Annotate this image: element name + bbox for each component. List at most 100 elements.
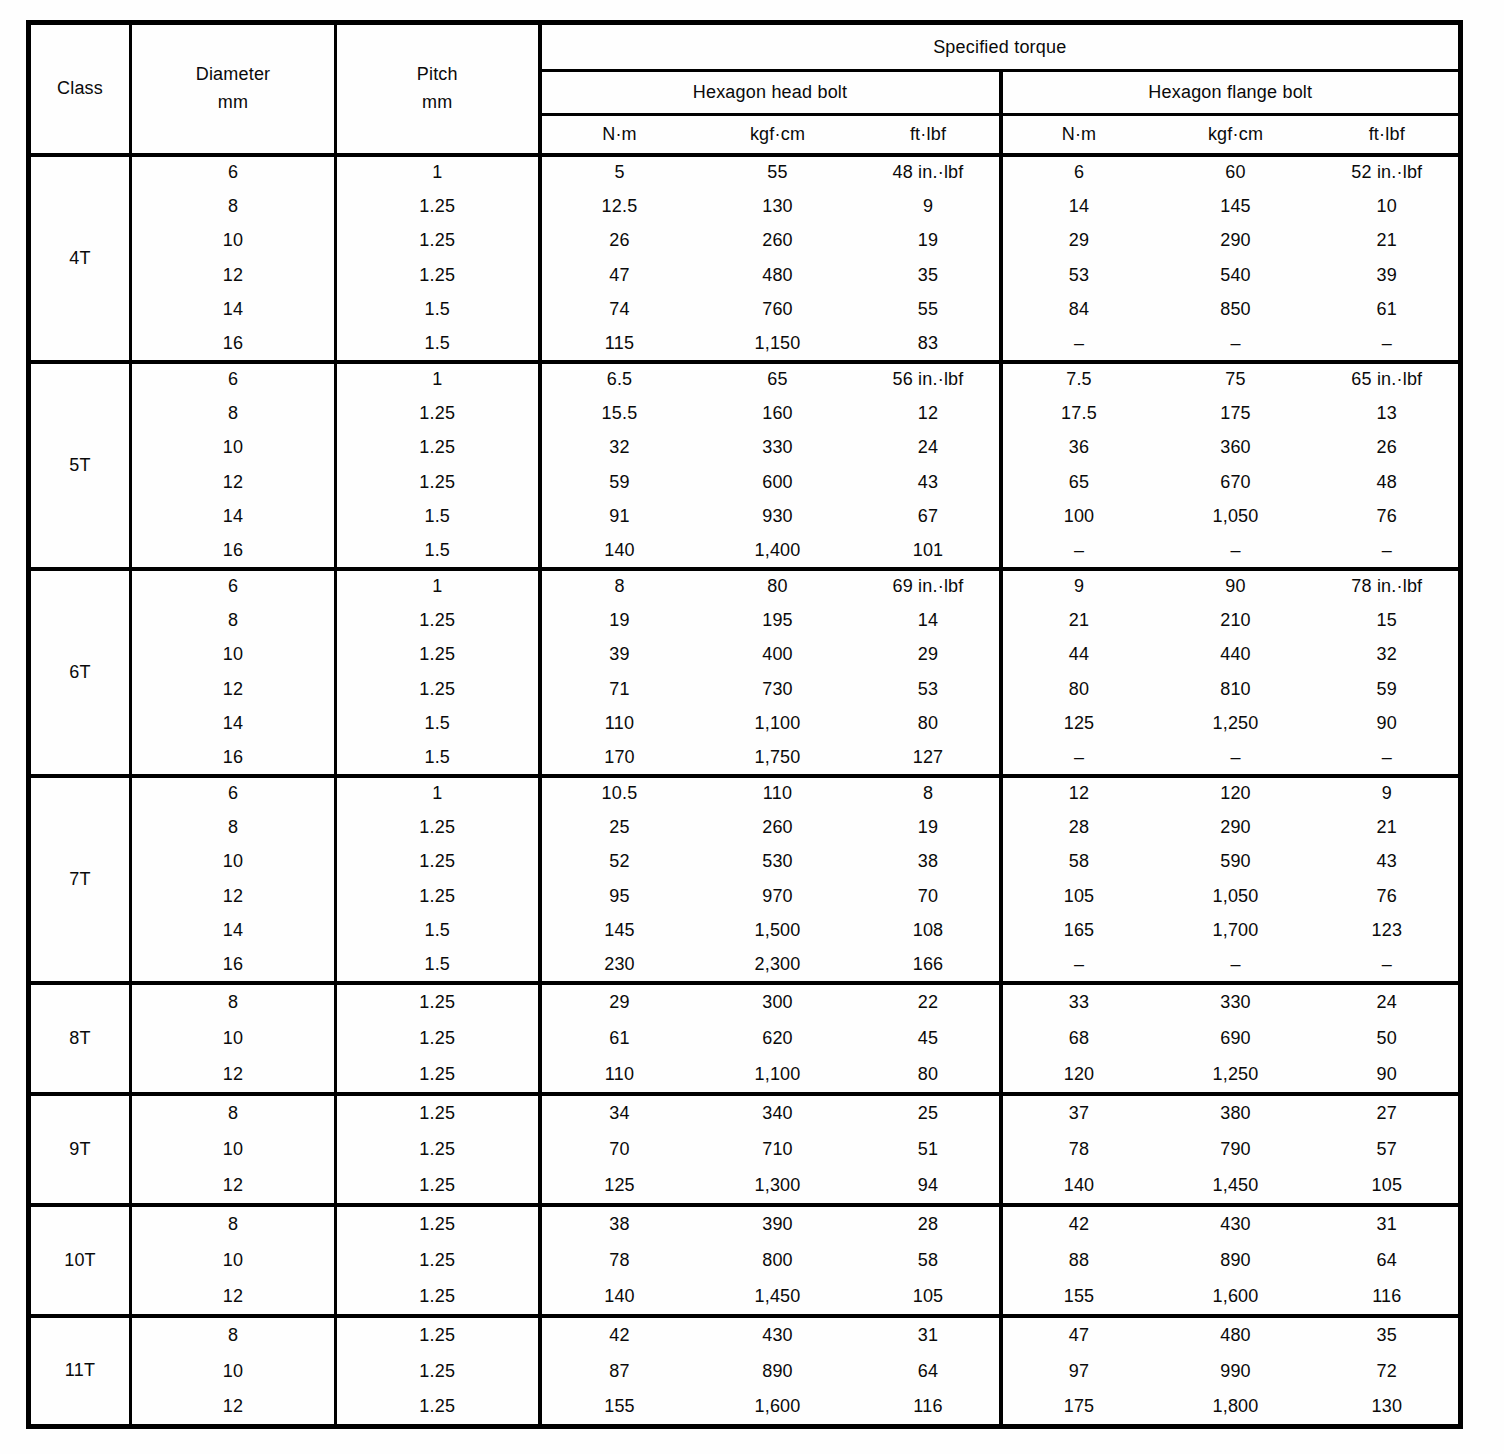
flange-kgfcm-cell: 1,050 (1156, 879, 1316, 914)
head-nm-cell: 110 (540, 707, 698, 742)
flange-nm-cell: – (1001, 948, 1156, 983)
table-row: 121.2595970701051,05076 (29, 879, 1461, 914)
diameter-cell: 14 (131, 914, 336, 949)
flange-kgfcm-cell: 90 (1156, 569, 1316, 604)
flange-ftlbf-cell: 59 (1316, 672, 1461, 707)
pitch-cell: 1.5 (336, 293, 540, 328)
head-nm-cell: 19 (540, 603, 698, 638)
pitch-cell: 1.25 (336, 983, 540, 1020)
unit-header-head-ftlbf: ft·lbf (858, 115, 1001, 155)
table-row: 7T6110.51108121209 (29, 776, 1461, 811)
diameter-cell: 8 (131, 396, 336, 431)
head-ftlbf-cell: 29 (858, 638, 1001, 673)
pitch-cell: 1.5 (336, 500, 540, 535)
flange-nm-cell: – (1001, 534, 1156, 569)
head-nm-cell: 42 (540, 1316, 698, 1353)
flange-kgfcm-cell: 1,700 (1156, 914, 1316, 949)
head-nm-cell: 52 (540, 845, 698, 880)
head-kgfcm-cell: 1,500 (698, 914, 858, 949)
head-ftlbf-cell: 116 (858, 1390, 1001, 1427)
diameter-cell: 10 (131, 431, 336, 466)
flange-kgfcm-cell: 1,450 (1156, 1168, 1316, 1205)
head-ftlbf-cell: 19 (858, 810, 1001, 845)
table-row: 141.51451,5001081651,700123 (29, 914, 1461, 949)
pitch-cell: 1.25 (336, 672, 540, 707)
table-row: 161.51401,400101––– (29, 534, 1461, 569)
flange-ftlbf-cell: 43 (1316, 845, 1461, 880)
head-kgfcm-cell: 1,150 (698, 327, 858, 362)
head-ftlbf-cell: 28 (858, 1205, 1001, 1242)
table-row: 101.2526260192929021 (29, 224, 1461, 259)
table-row: 81.2519195142121015 (29, 603, 1461, 638)
diameter-cell: 14 (131, 500, 336, 535)
flange-nm-cell: 65 (1001, 465, 1156, 500)
flange-ftlbf-cell: 26 (1316, 431, 1461, 466)
class-cell: 11T (29, 1316, 131, 1427)
head-ftlbf-cell: 8 (858, 776, 1001, 811)
table-row: 9T81.2534340253738027 (29, 1094, 1461, 1131)
head-kgfcm-cell: 930 (698, 500, 858, 535)
head-nm-cell: 32 (540, 431, 698, 466)
head-ftlbf-cell: 14 (858, 603, 1001, 638)
torque-spec-table: Class Diameter mm Pitch mm Specified tor… (26, 20, 1463, 1429)
table-row: 121.251251,300941401,450105 (29, 1168, 1461, 1205)
head-nm-cell: 155 (540, 1390, 698, 1427)
flange-nm-cell: 125 (1001, 707, 1156, 742)
head-kgfcm-cell: 80 (698, 569, 858, 604)
head-nm-cell: 34 (540, 1094, 698, 1131)
head-nm-cell: 29 (540, 983, 698, 1020)
head-kgfcm-cell: 300 (698, 983, 858, 1020)
flange-ftlbf-cell: 61 (1316, 293, 1461, 328)
diameter-cell: 12 (131, 1390, 336, 1427)
head-ftlbf-cell: 38 (858, 845, 1001, 880)
header-specified-torque: Specified torque (540, 23, 1461, 71)
pitch-cell: 1 (336, 569, 540, 604)
table-row: 121.2547480355354039 (29, 258, 1461, 293)
pitch-cell: 1.25 (336, 431, 540, 466)
head-ftlbf-cell: 45 (858, 1020, 1001, 1057)
flange-nm-cell: 42 (1001, 1205, 1156, 1242)
page: Class Diameter mm Pitch mm Specified tor… (0, 0, 1504, 1454)
class-cell: 8T (29, 983, 131, 1094)
head-kgfcm-cell: 600 (698, 465, 858, 500)
pitch-cell: 1.25 (336, 396, 540, 431)
head-ftlbf-cell: 94 (858, 1168, 1001, 1205)
diameter-cell: 12 (131, 258, 336, 293)
table-row: 121.251401,4501051551,600116 (29, 1279, 1461, 1316)
table-row: 8T81.2529300223333024 (29, 983, 1461, 1020)
pitch-cell: 1.25 (336, 1057, 540, 1094)
head-nm-cell: 145 (540, 914, 698, 949)
flange-ftlbf-cell: 27 (1316, 1094, 1461, 1131)
flange-kgfcm-cell: – (1156, 741, 1316, 776)
header-pitch-label: Pitch (337, 61, 538, 89)
flange-nm-cell: 6 (1001, 155, 1156, 190)
table-row: 11T81.2542430314748035 (29, 1316, 1461, 1353)
flange-ftlbf-cell: 24 (1316, 983, 1461, 1020)
head-ftlbf-cell: 56 in.·lbf (858, 362, 1001, 397)
flange-ftlbf-cell: 21 (1316, 224, 1461, 259)
head-nm-cell: 140 (540, 534, 698, 569)
flange-kgfcm-cell: 360 (1156, 431, 1316, 466)
header-hexagon-flange-bolt: Hexagon flange bolt (1001, 71, 1461, 115)
pitch-cell: 1.5 (336, 914, 540, 949)
diameter-cell: 14 (131, 293, 336, 328)
diameter-cell: 6 (131, 155, 336, 190)
head-ftlbf-cell: 83 (858, 327, 1001, 362)
flange-nm-cell: 68 (1001, 1020, 1156, 1057)
head-kgfcm-cell: 800 (698, 1242, 858, 1279)
head-ftlbf-cell: 19 (858, 224, 1001, 259)
flange-nm-cell: 33 (1001, 983, 1156, 1020)
head-ftlbf-cell: 108 (858, 914, 1001, 949)
flange-nm-cell: 44 (1001, 638, 1156, 673)
head-ftlbf-cell: 67 (858, 500, 1001, 535)
flange-nm-cell: 29 (1001, 224, 1156, 259)
diameter-cell: 12 (131, 1279, 336, 1316)
table-row: 141.591930671001,05076 (29, 500, 1461, 535)
head-nm-cell: 74 (540, 293, 698, 328)
head-kgfcm-cell: 1,300 (698, 1168, 858, 1205)
diameter-cell: 12 (131, 1168, 336, 1205)
head-kgfcm-cell: 260 (698, 224, 858, 259)
diameter-cell: 10 (131, 845, 336, 880)
flange-ftlbf-cell: 57 (1316, 1131, 1461, 1168)
flange-ftlbf-cell: 105 (1316, 1168, 1461, 1205)
